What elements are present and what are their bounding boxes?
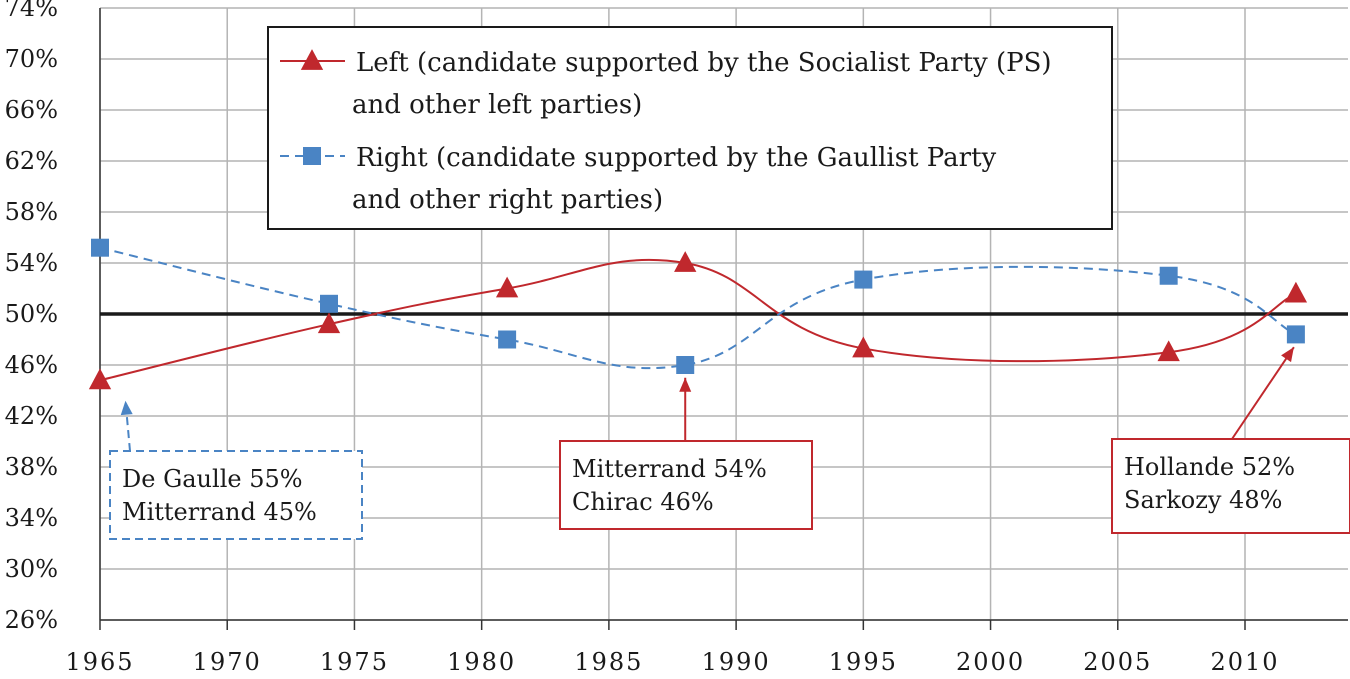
y-tick-label: 26% bbox=[5, 606, 58, 634]
x-tick-label: 1970 bbox=[193, 648, 262, 676]
annotation-box: De Gaulle 55% Mitterrand 45% bbox=[109, 400, 363, 540]
legend-label: and other left parties) bbox=[352, 90, 642, 120]
series-point-triangle bbox=[1284, 281, 1308, 303]
legend-label: Right (candidate supported by the Gaulli… bbox=[356, 143, 997, 173]
chart-axes: 26% 30% 34% 38% 42% 46% 50% 54% 58% 62% 66% 70% 74% 1… bbox=[5, 0, 1348, 676]
chart-annotations: De Gaulle 55% Mitterrand 45% Mitterrand 54… bbox=[109, 346, 1350, 540]
annotation-text: Chirac 46% bbox=[572, 488, 714, 516]
annotation-text: Sarkozy 48% bbox=[1124, 486, 1282, 514]
y-tick-label: 70% bbox=[5, 45, 58, 73]
y-tick-label: 74% bbox=[5, 0, 58, 22]
series-point-square bbox=[498, 330, 517, 349]
series-point-triangle bbox=[1157, 340, 1180, 362]
series-point-square bbox=[303, 147, 321, 165]
x-tick-label: 1965 bbox=[65, 648, 134, 676]
x-tick-label: 2005 bbox=[1083, 648, 1152, 676]
series-point-triangle bbox=[300, 49, 324, 70]
y-tick-label: 62% bbox=[5, 147, 58, 175]
x-tick-label: 1980 bbox=[447, 648, 516, 676]
x-tick-label: 2010 bbox=[1210, 648, 1279, 676]
annotation-arrowhead bbox=[120, 400, 133, 416]
x-tick-label: 1985 bbox=[574, 648, 643, 676]
series-point-square bbox=[1286, 325, 1305, 344]
annotation-frame bbox=[1111, 438, 1350, 534]
series-point-square bbox=[1159, 266, 1178, 285]
annotation-box: Hollande 52% Sarkozy 48% bbox=[1111, 346, 1350, 534]
legend-box: Left (candidate supported by the Sociali… bbox=[267, 26, 1113, 230]
annotation-text: Mitterrand 45% bbox=[122, 498, 317, 526]
series-point-square bbox=[676, 356, 695, 374]
x-tick-label: 2000 bbox=[956, 648, 1025, 676]
y-tick-label: 38% bbox=[5, 453, 58, 481]
y-tick-label: 66% bbox=[5, 96, 58, 124]
y-tick-label: 50% bbox=[5, 300, 58, 328]
x-tick-label: 1995 bbox=[829, 648, 898, 676]
series-point-square bbox=[320, 294, 338, 313]
y-tick-label: 46% bbox=[5, 351, 58, 379]
series-point-triangle bbox=[88, 368, 112, 390]
annotation-frame bbox=[559, 440, 813, 530]
legend-label: Left (candidate supported by the Sociali… bbox=[356, 48, 1052, 78]
series-point-square bbox=[91, 238, 109, 257]
annotation-text: Mitterrand 54% bbox=[572, 455, 767, 483]
y-tick-label: 34% bbox=[5, 504, 58, 532]
y-tick-label: 30% bbox=[5, 555, 58, 583]
annotation-box: Mitterrand 54% Chirac 46% bbox=[559, 377, 813, 530]
x-tick-label: 1975 bbox=[320, 648, 389, 676]
series-point-triangle bbox=[495, 276, 519, 298]
series-line-left bbox=[99, 258, 1297, 382]
series-point-square bbox=[854, 270, 873, 289]
annotation-frame bbox=[109, 450, 363, 540]
annotation-arrow-line bbox=[1231, 346, 1295, 440]
annotation-text: Hollande 52% bbox=[1124, 453, 1295, 481]
legend-label: and other right parties) bbox=[352, 185, 663, 215]
series-point-triangle bbox=[852, 336, 875, 358]
chart-legend: Left (candidate supported by the Sociali… bbox=[267, 26, 1113, 230]
series-point-triangle bbox=[317, 312, 341, 334]
y-tick-label: 42% bbox=[5, 402, 58, 430]
y-tick-label: 54% bbox=[5, 249, 58, 277]
annotation-arrowhead bbox=[1281, 347, 1294, 363]
annotation-text: De Gaulle 55% bbox=[122, 465, 303, 493]
series-point-triangle bbox=[674, 251, 697, 272]
legend-frame bbox=[267, 26, 1113, 230]
chart-series bbox=[88, 238, 1308, 390]
y-tick-label: 58% bbox=[5, 198, 58, 226]
x-tick-label: 1990 bbox=[702, 648, 771, 676]
annotation-arrowhead bbox=[679, 377, 692, 392]
